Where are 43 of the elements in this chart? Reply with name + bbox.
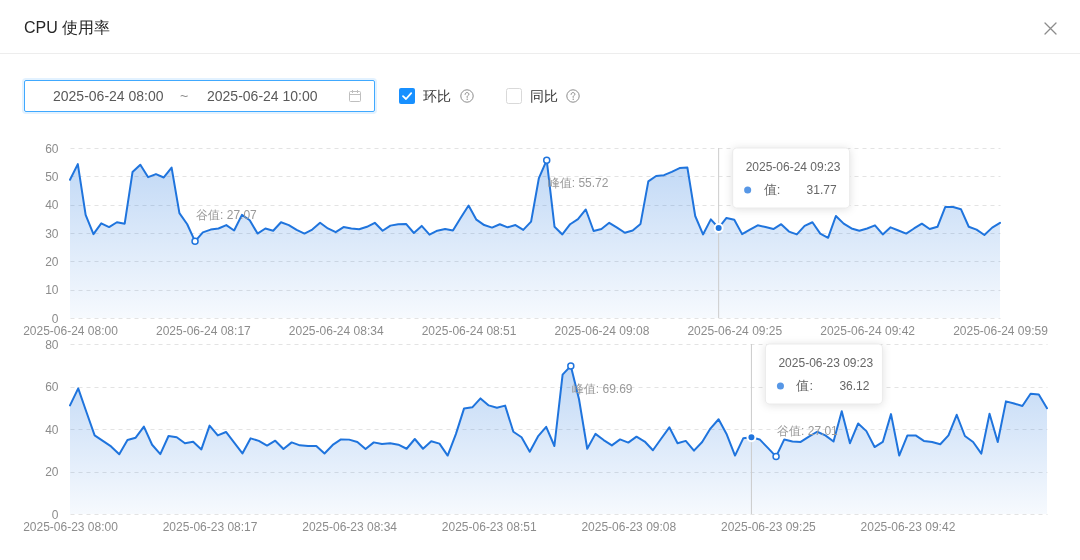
x-tick-label: 2025-06-23 09:25 — [720, 519, 817, 534]
y-tick-label: 0 — [51, 507, 59, 522]
y-tick-label: 60 — [45, 380, 59, 394]
y-tick-label: 60 — [45, 141, 59, 156]
x-tick-label: 2025-06-24 09:59 — [953, 323, 1049, 338]
x-tick-label: 2025-06-24 08:17 — [155, 323, 252, 338]
x-tick-label: 2025-06-24 09:08 — [554, 323, 650, 338]
x-tick-label: 2025-06-23 09:08 — [581, 519, 677, 534]
y-tick-label: 80 — [45, 337, 59, 352]
x-tick-label: 2025-06-24 08:00 — [23, 323, 119, 338]
point — [191, 237, 199, 246]
x-tick-label: 2025-06-23 08:34 — [302, 519, 398, 534]
date-range-field: 2025-06-24 08:00 ~ 2025-06-24 10:00 — [24, 80, 375, 112]
annotation: 36.12 — [839, 379, 870, 393]
x-tick-label: 2025-06-24 09:42 — [820, 323, 916, 338]
y-tick-label: 40 — [45, 198, 59, 213]
x-tick-label: 2025-06-24 09:25 — [687, 323, 783, 338]
ref-line-label: 2025-06-23 09:23 — [778, 356, 874, 370]
x-tick-label: 2025-06-24 08:34 — [288, 323, 384, 338]
annotation: 值: — [796, 378, 814, 393]
x-tick-label: 2025-06-24 08:51 — [421, 323, 517, 338]
annotation: 31.77 — [806, 183, 837, 197]
ref-line-label: 2025-06-24 09:23 — [745, 160, 841, 174]
point — [713, 222, 724, 233]
x-tick-label: 2025-06-23 08:00 — [23, 519, 119, 534]
y-tick-label: 30 — [45, 226, 59, 241]
point — [567, 362, 575, 370]
y-tick-label: 50 — [45, 169, 59, 184]
text: 环比 — [423, 88, 451, 104]
annotation: 谷值: 27.07 — [196, 208, 258, 223]
chart-title: CPU 使用率 — [24, 18, 111, 38]
y-tick-label: 10 — [45, 283, 59, 298]
x-tick-label: 2025-06-23 09:42 — [860, 519, 956, 534]
y-tick-label: 20 — [45, 254, 59, 269]
y-tick-label: 0 — [51, 311, 59, 326]
text: 同比 — [530, 88, 558, 104]
x-tick-label: 2025-06-23 08:51 — [441, 519, 537, 534]
y-tick-label: 20 — [45, 465, 59, 479]
x-tick-label: 2025-06-23 08:17 — [162, 519, 258, 534]
y-tick-label: 40 — [45, 422, 59, 437]
annotation: 值: — [763, 182, 781, 197]
point — [772, 452, 780, 461]
point — [542, 156, 551, 164]
